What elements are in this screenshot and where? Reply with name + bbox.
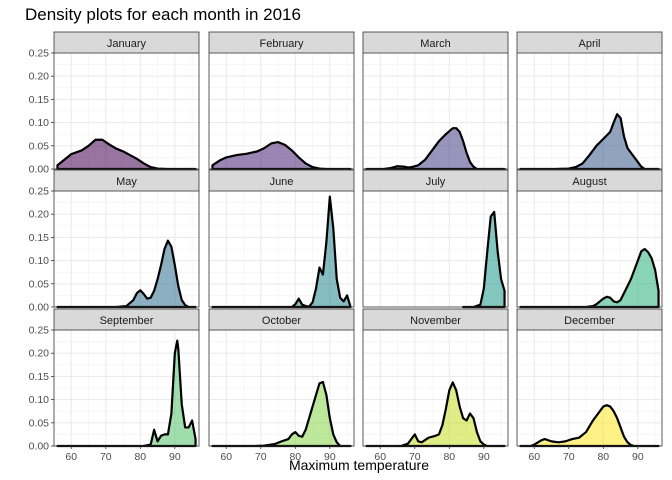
facet-strip-label: March: [420, 38, 451, 50]
facet-panel-october: October: [208, 308, 355, 448]
density-area-august: [519, 247, 660, 309]
y-tick-label: 0.00: [29, 164, 50, 176]
density-area-october: [211, 380, 352, 448]
panel-border: [208, 329, 355, 447]
x-tick-label: 90: [632, 451, 644, 463]
panel-border: [53, 329, 200, 447]
y-tick-label: 0.10: [29, 394, 50, 406]
panel-border: [516, 329, 663, 447]
x-tick-label: 70: [409, 451, 421, 463]
y-tick-label: 0.25: [29, 48, 50, 60]
facet-strip-label: January: [107, 38, 147, 50]
panel-border: [362, 52, 509, 170]
facet-panel-june: June: [208, 169, 355, 309]
y-tick-label: 0.05: [29, 417, 50, 429]
facet-strip-label: October: [262, 315, 301, 327]
y-tick-label: 0.15: [29, 371, 50, 383]
y-tick-label: 0.00: [29, 441, 50, 453]
panel-border: [208, 52, 355, 170]
panel-border: [362, 329, 509, 447]
panel-border: [516, 190, 663, 308]
facet-strip-label: August: [572, 176, 606, 188]
x-tick-label: 60: [528, 451, 540, 463]
x-tick-label: 80: [443, 451, 455, 463]
facet-panel-august: August: [516, 169, 663, 309]
facet-strip-label: June: [270, 176, 294, 188]
facet-strip-label: May: [116, 176, 137, 188]
x-tick-label: 90: [478, 451, 490, 463]
y-tick-label: 0.25: [29, 325, 50, 337]
x-tick-label: 70: [563, 451, 575, 463]
facet-panel-july: July: [362, 169, 509, 309]
density-area-june: [211, 195, 352, 309]
y-tick-label: 0.25: [29, 186, 50, 198]
x-tick-label: 70: [255, 451, 267, 463]
y-tick-label: 0.10: [29, 255, 50, 267]
density-area-september: [56, 339, 197, 448]
density-area-july: [462, 210, 506, 309]
x-tick-label: 60: [220, 451, 232, 463]
facet-panel-january: January: [53, 31, 200, 171]
x-tick-label: 80: [134, 451, 146, 463]
facet-panel-april: April: [516, 31, 663, 171]
y-tick-label: 0.00: [29, 302, 50, 314]
facet-panel-december: December: [516, 308, 663, 448]
panel-border: [362, 190, 509, 308]
density-area-march: [365, 127, 506, 171]
density-area-january: [56, 138, 197, 171]
panel-border: [53, 190, 200, 308]
y-axis: 0.00 0.05 0.10 0.15 0.20 0.25 0.00 0.05 0.10 0.15…: [29, 48, 54, 453]
facet-strip-label: July: [426, 176, 446, 188]
facet-panel-february: February: [208, 31, 355, 171]
facet-panel-may: May: [53, 169, 200, 309]
y-tick-label: 0.15: [29, 232, 50, 244]
density-area-february: [211, 140, 352, 171]
x-tick-label: 90: [324, 451, 336, 463]
chart-title: Density plots for each month in 2016: [25, 5, 301, 24]
y-tick-label: 0.15: [29, 94, 50, 106]
x-tick-label: 80: [597, 451, 609, 463]
facet-strip-label: December: [564, 315, 615, 327]
panel-border: [208, 190, 355, 308]
panel-border: [516, 52, 663, 170]
x-tick-label: 60: [65, 451, 77, 463]
x-axis-title: Maximum temperature: [289, 457, 429, 473]
y-tick-label: 0.05: [29, 278, 50, 290]
x-tick-label: 90: [169, 451, 181, 463]
panel-border: [53, 52, 200, 170]
density-area-april: [519, 113, 660, 171]
density-area-november: [365, 381, 506, 448]
y-tick-label: 0.10: [29, 117, 50, 129]
facet-panel-march: March: [362, 31, 509, 171]
y-tick-label: 0.20: [29, 71, 50, 83]
facet-strip-label: September: [100, 315, 154, 327]
facet-panel-november: November: [362, 308, 509, 448]
facet-strip-label: November: [410, 315, 461, 327]
x-tick-label: 70: [100, 451, 112, 463]
x-tick-label: 60: [374, 451, 386, 463]
y-tick-label: 0.20: [29, 348, 50, 360]
facet-panels: January February March April May June July Augu…: [53, 31, 663, 448]
facet-strip-label: April: [578, 38, 600, 50]
density-area-december: [519, 404, 660, 448]
y-tick-label: 0.20: [29, 209, 50, 221]
y-tick-label: 0.05: [29, 140, 50, 152]
x-tick-label: 80: [289, 451, 301, 463]
facet-panel-september: September: [53, 308, 200, 448]
density-area-may: [56, 239, 197, 309]
facet-strip-label: February: [259, 38, 304, 50]
x-axis: 60 70 80 90 60 70 80 90 60 70 80 90 60 70 80 90: [65, 446, 644, 463]
